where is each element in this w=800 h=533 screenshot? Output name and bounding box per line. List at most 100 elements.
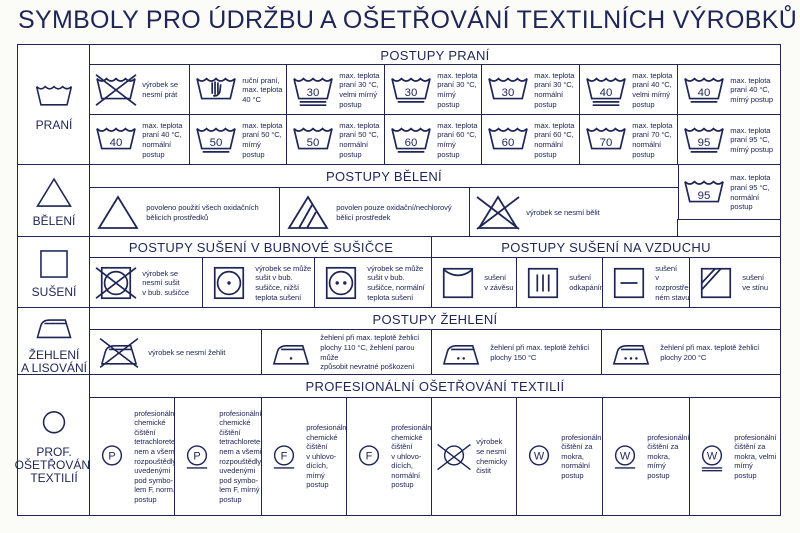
- svg-text:40: 40: [698, 87, 711, 99]
- svg-text:60: 60: [405, 137, 418, 149]
- symbol-description: sušení v rozprostře- ném stavu: [655, 263, 691, 302]
- symbol-description: výrobek se nesmí bělit: [526, 207, 600, 217]
- wash-tub-icon: [35, 84, 73, 106]
- wet-clean-icon: W: [615, 444, 636, 469]
- symbol-description: ruční praní, max. teplota 40 °C: [242, 75, 283, 104]
- symbol-description: výrobek se může sušit v bub. sušičce, no…: [367, 263, 425, 302]
- svg-text:W: W: [534, 450, 545, 462]
- blank-cell: [677, 219, 781, 238]
- air-drying-header: POSTUPY SUŠENÍ NA VZDUCHU: [431, 236, 781, 259]
- wash-tub-icon: 60: [488, 127, 529, 150]
- symbol-cell: sušení v závěsu: [431, 257, 518, 309]
- svg-text:50: 50: [210, 137, 223, 149]
- iron-icon: [613, 344, 650, 365]
- svg-text:W: W: [620, 450, 631, 462]
- section-header-text: POSTUPY BĚLENÍ: [326, 169, 442, 184]
- symbol-cell: výrobek se nesmí prát: [89, 64, 191, 116]
- section-header-text: POSTUPY SUŠENÍ V BUBNOVÉ SUŠIČCE: [128, 240, 394, 255]
- symbol-description: povolen pouze oxidační/nechlorový bělicí…: [336, 202, 452, 222]
- wash-tub-icon: 40: [586, 77, 627, 107]
- dry-clean-f-icon: F: [274, 444, 295, 469]
- symbol-description: max. teplota praní 50 °C, normální postu…: [339, 120, 380, 159]
- section-label-text: PRANÍ: [35, 117, 73, 132]
- svg-text:95: 95: [698, 190, 711, 202]
- svg-text:40: 40: [600, 87, 613, 99]
- symbol-description: výrobek se nesmí žehlit: [148, 347, 226, 357]
- symbol-description: výrobek se nesmí prát: [142, 80, 178, 99]
- symbol-cell: 95 max. teplota praní 95 °C, normální pos…: [677, 164, 781, 221]
- symbol-cell: 50 max. teplota praní 50 °C, normální pos…: [286, 114, 386, 166]
- symbol-description: max. teplota praní 95 °C, normální postu…: [730, 173, 771, 212]
- bleach-icon: [97, 194, 139, 229]
- flat-dry-icon: [614, 267, 645, 299]
- bleaching-header: POSTUPY BĚLENÍ: [89, 164, 679, 189]
- non-chlorine-bleach-icon: [287, 194, 329, 229]
- symbol-cell: 40 max. teplota praní 40 °C, normální pos…: [89, 114, 191, 166]
- wash-tub-icon: 40: [684, 77, 725, 103]
- symbol-cell: sušení odkapáním: [516, 257, 606, 309]
- svg-text:P: P: [109, 450, 116, 462]
- symbol-description: profesionální chemické čištění v uhlovo-…: [306, 422, 349, 490]
- section-label-professional: PROF. OŠETŘOVÁNÍ TEXTILIÍ: [14, 374, 94, 516]
- iron-icon: [36, 318, 72, 338]
- no-bleach-icon: [476, 194, 520, 230]
- no-dry-clean-icon: [437, 443, 472, 470]
- symbol-description: profesionální čištění za mokra, normální…: [561, 432, 604, 480]
- hand-wash-icon: [196, 77, 237, 100]
- svg-text:50: 50: [307, 137, 320, 149]
- no-wash-icon: [95, 74, 137, 106]
- symbol-cell: sušení v rozprostře- ném stavu: [602, 257, 691, 309]
- page-title: SYMBOLY PRO ÚDRŽBU A OŠETŘOVÁNÍ TEXTILNÍ…: [18, 6, 798, 34]
- symbol-cell: 30 max. teplota praní 30 °C, velmi mírný …: [286, 64, 386, 116]
- symbol-description: max. teplota praní 60 °C, normální postu…: [534, 120, 575, 159]
- svg-text:30: 30: [502, 87, 515, 99]
- svg-text:30: 30: [405, 87, 418, 99]
- dry-clean-f-icon: F: [359, 444, 380, 466]
- no-iron-icon: [99, 337, 139, 368]
- symbol-description: max. teplota praní 50 °C, mírný postup: [242, 120, 283, 159]
- section-label-ironing: ŽEHLENÍ A LISOVÁNÍ: [17, 307, 91, 376]
- drip-dry-icon: [528, 267, 559, 299]
- symbol-description: výrobek se nesmí chemicky čistit: [476, 437, 508, 476]
- wash-tub-icon: 40: [96, 127, 137, 150]
- svg-text:70: 70: [600, 137, 613, 149]
- dry-clean-p-icon: P: [187, 444, 208, 469]
- symbol-cell: žehlení při max. teplotě žehlicí plochy …: [601, 329, 781, 376]
- section-label-text: PROF. OŠETŘOVÁNÍ TEXTILIÍ: [14, 444, 94, 485]
- washing-header: POSTUPY PRANÍ: [89, 44, 781, 66]
- section-label-text: ŽEHLENÍ A LISOVÁNÍ: [20, 347, 88, 375]
- professional-header: PROFESIONÁLNÍ OŠETŘOVÁNÍ TEXTILIÍ: [89, 374, 781, 399]
- section-label-drying: SUŠENÍ: [17, 236, 91, 309]
- wash-tub-icon: 95: [684, 179, 725, 202]
- wash-tub-icon: 30: [488, 77, 529, 100]
- section-label-text: SUŠENÍ: [31, 285, 77, 299]
- symbol-description: max. teplota praní 95 °C, mírný postup: [730, 125, 773, 154]
- symbol-description: profesionální čištění za mokra, mírný po…: [647, 432, 690, 480]
- symbol-cell: žehlení při max. teplotě žehlicí plochy …: [431, 329, 603, 376]
- section-label-washing: PRANÍ: [17, 44, 91, 166]
- symbol-cell: 70 max. teplota praní 70 °C, normální pos…: [579, 114, 679, 166]
- no-tumble-dry-icon: [95, 266, 137, 300]
- line-dry-icon: [443, 267, 474, 299]
- symbol-description: max. teplota praní 40 °C, mírný postup: [730, 75, 773, 104]
- symbol-cell: povoleno použití všech oxidačních bělicí…: [89, 187, 281, 238]
- symbol-cell: výrobek se nesmí sušit v bub. sušičce: [89, 257, 204, 309]
- section-header-text: PROFESIONÁLNÍ OŠETŘOVÁNÍ TEXTILIÍ: [305, 379, 565, 394]
- symbol-description: profesionální chemické čištění v uhlovo-…: [391, 422, 434, 490]
- svg-text:W: W: [707, 450, 718, 462]
- wash-tub-icon: 95: [684, 127, 725, 153]
- tumble-dry-icon: [326, 266, 357, 300]
- symbol-description: sušení ve stínu: [742, 273, 769, 292]
- dry-clean-p-icon: P: [102, 444, 123, 466]
- wash-tub-icon: 50: [196, 127, 237, 153]
- drum-drying-header: POSTUPY SUŠENÍ V BUBNOVÉ SUŠIČCE: [89, 236, 433, 259]
- svg-text:F: F: [281, 450, 288, 462]
- symbol-description: povoleno použití všech oxidačních bělicí…: [146, 202, 259, 222]
- symbol-description: sušení odkapáním: [569, 273, 606, 292]
- section-header-text: POSTUPY ŽEHLENÍ: [372, 311, 498, 327]
